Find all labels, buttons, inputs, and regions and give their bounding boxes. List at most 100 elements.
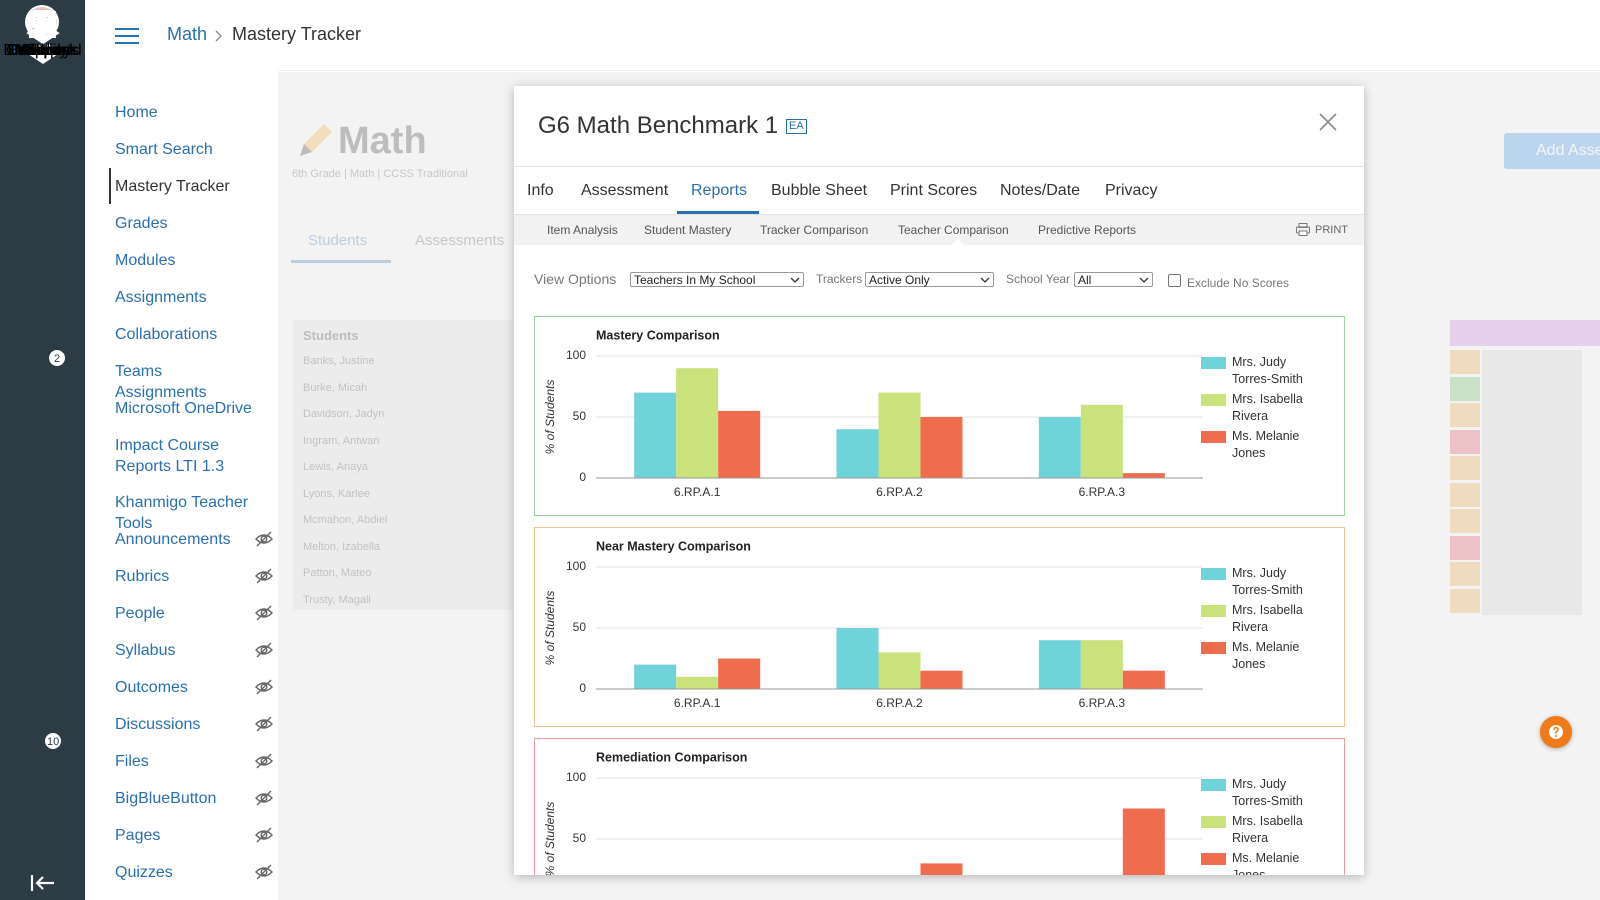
y-tick-label: 50 [573,409,587,423]
bg-table [293,320,513,610]
legend-swatch [1201,642,1226,654]
bar [676,368,719,478]
bar [920,670,963,689]
subtab[interactable]: Item Analysis [547,223,618,237]
bg-column-header: Students [303,328,359,343]
badge: 2 [48,349,66,367]
icon-shape [260,720,268,728]
legend-swatch [1201,431,1226,443]
nav-icon [29,11,56,38]
course-nav-link[interactable]: Home [115,104,158,121]
bg-student: Burke, Micah [303,381,368,394]
subtab[interactable]: Tracker Comparison [760,223,869,237]
x-tick-label: 6.RP.A.3 [1079,696,1126,710]
course-nav-link[interactable]: Rubrics [115,568,170,585]
bar [634,392,677,478]
icon-shape [790,277,800,283]
select[interactable]: Active Only [865,272,994,287]
course-nav-link[interactable]: Syllabus [115,642,176,659]
bg-button[interactable] [1504,133,1600,169]
chart: Mastery Comparison % of Students 0 50 100 6.R… [543,328,1203,499]
checkbox[interactable] [1168,274,1181,287]
course-nav-link[interactable]: Announcements [115,531,231,548]
icon-shape [1139,277,1149,283]
subtab[interactable]: Teacher Comparison [898,223,1009,237]
bg-tab: Students [308,232,368,249]
icon-shape [215,30,222,42]
course-nav-link[interactable]: Pages [115,827,161,844]
breadcrumb-current: Mastery Tracker [232,24,362,44]
bg-title: Math [338,120,427,162]
tab[interactable]: Privacy [1105,182,1158,199]
print-icon [1296,223,1310,236]
help-icon [1549,725,1563,739]
y-tick-label: 100 [566,770,586,784]
course-nav-link[interactable]: Collaborations [115,326,218,343]
course-nav-link[interactable]: Modules [115,252,176,269]
y-tick-label: 100 [566,348,586,362]
icon-shape [256,827,272,843]
y-tick-label: 0 [579,470,586,484]
course-nav-link[interactable]: Outcomes [115,679,188,696]
course-nav-link[interactable]: Microsoft OneDrive [115,400,252,417]
bg-cell [1450,376,1480,401]
course-nav-link[interactable]: People [115,605,165,622]
icon-shape [1298,230,1308,236]
course-nav-link[interactable]: Mastery Tracker [115,178,230,195]
help-button[interactable] [1540,716,1572,748]
icon-shape [952,239,964,245]
bar [878,392,921,478]
course-nav-link[interactable]: Discussions [115,716,201,733]
chart: Remediation Comparison% of Students05010… [543,750,1203,875]
breadcrumb-link[interactable]: Math [167,24,208,44]
tab[interactable]: Assessment [581,182,669,199]
nav-label: Dashboard [3,42,82,59]
subtab[interactable]: Student Mastery [644,223,732,237]
icon-shape [980,277,990,283]
course-nav-link[interactable]: Grades [115,215,168,232]
course-nav-link[interactable]: Impact Course Reports LTI 1.3 [115,437,225,475]
bg-cell [1450,588,1480,613]
icon-shape [260,868,268,876]
close-button[interactable] [1319,113,1337,131]
print-link[interactable]: PRINT [1315,224,1348,236]
chart-title: Near Mastery Comparison [596,539,751,553]
legend-swatch [1201,357,1226,369]
y-tick-label: 50 [573,620,587,634]
course-nav-link[interactable]: Teams Assignments [115,363,207,401]
bar [1038,417,1081,478]
bg-student: Ingram, Antwan [303,434,380,447]
course-nav-link[interactable]: Assignments [115,289,207,306]
tab[interactable]: Print Scores [890,182,978,199]
icon-shape [256,716,272,732]
icon-shape [260,572,268,580]
x-tick-label: 6.RP.A.2 [876,485,923,499]
bg-student: Melton, Izabella [303,540,381,553]
course-nav-link[interactable]: Khanmigo Teacher Tools [115,494,249,532]
icon-shape [1553,726,1559,734]
course-nav-link[interactable]: Quizzes [115,864,173,881]
course-nav-link[interactable]: BigBlueButton [115,790,217,807]
chart-panel: Remediation Comparison% of Students05010… [534,738,1345,875]
tab[interactable]: Bubble Sheet [771,182,868,199]
subtab[interactable]: Predictive Reports [1038,223,1137,237]
bar [920,417,963,478]
nav-label: Inbox [22,42,63,59]
select[interactable]: Teachers In My School [630,272,804,287]
tab[interactable]: Info [527,182,554,199]
chart-panel: Mastery Comparison % of Students 0 50 100 6.R… [534,316,1345,516]
course-nav-link[interactable]: Files [115,753,149,770]
bg-cell [1450,535,1480,560]
hidden-icon [255,864,273,880]
bg-cell [1450,350,1480,374]
y-tick-label: 50 [573,831,587,845]
icon-shape [256,642,272,658]
course-nav-link[interactable]: Smart Search [115,141,213,158]
tab[interactable]: Reports [691,182,748,199]
legend-label: Ms. Melanie Jones [1232,851,1300,875]
tab[interactable]: Notes/Date [1000,182,1081,199]
badge: 10 [44,732,63,750]
select[interactable]: All [1074,272,1153,287]
y-tick-label: 0 [579,681,586,695]
